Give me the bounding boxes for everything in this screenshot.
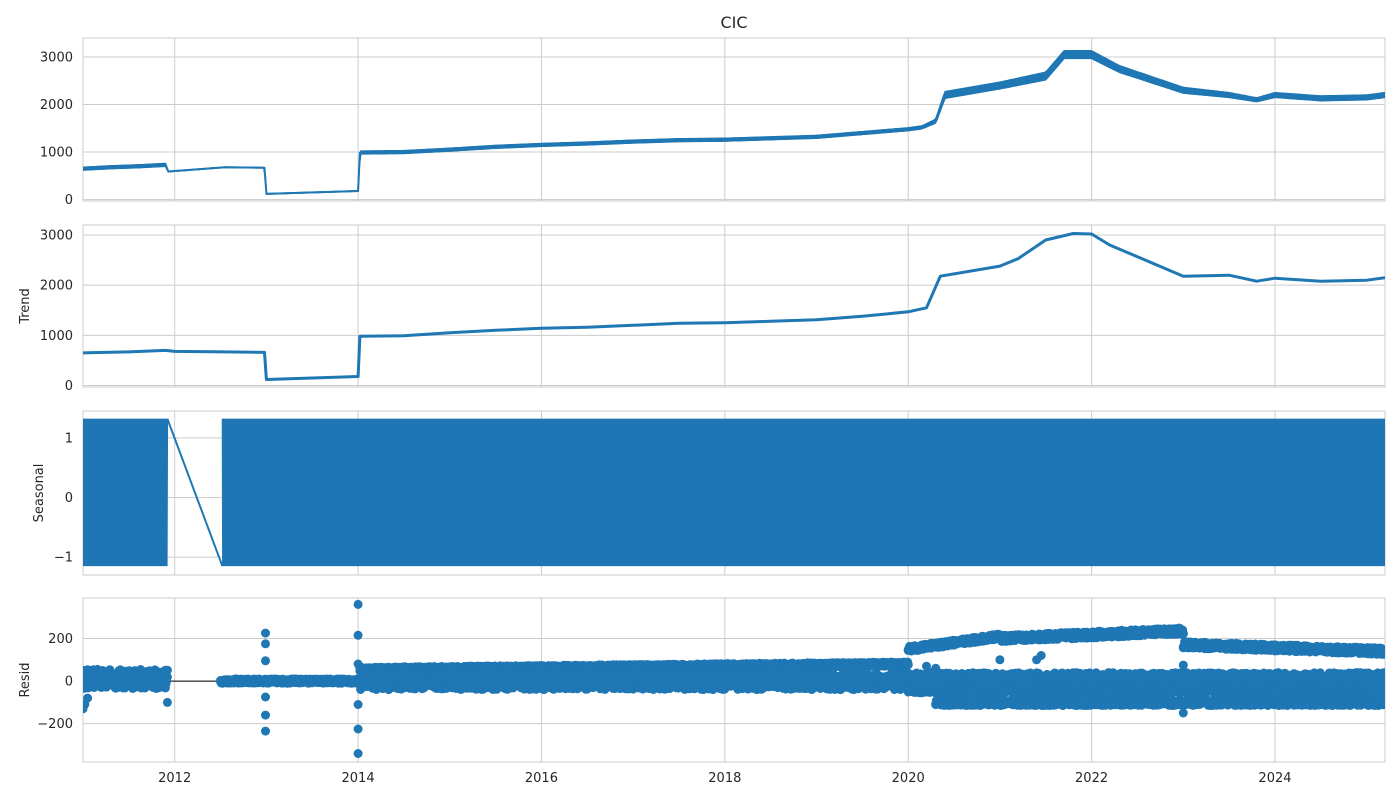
observed-band	[83, 50, 1385, 195]
y-tick-label: 0	[65, 675, 73, 690]
y-tick-label: 0	[65, 491, 73, 506]
observed-line	[83, 53, 1385, 195]
y-tick-label: 1000	[40, 146, 73, 161]
plot-area	[83, 599, 1385, 758]
y-axis-label: Seasonal	[32, 464, 47, 523]
panel-seasonal: −1 0 1 Seasonal	[32, 410, 1386, 576]
y-axis-label: Resid	[18, 662, 33, 697]
seasonal-fill	[83, 418, 168, 567]
plot-area	[83, 232, 1385, 381]
y-tick-label: 1	[65, 431, 73, 446]
resid-point	[162, 672, 172, 682]
y-tick-label: −1	[54, 551, 73, 566]
seasonal-fill	[222, 418, 1385, 567]
y-tick-label: 1000	[40, 329, 73, 344]
chart-title: CIC	[720, 13, 747, 32]
y-axis-label: Trend	[18, 288, 33, 325]
trend-line	[83, 232, 1385, 381]
axes-frame	[82, 224, 1386, 388]
y-tick-label: 3000	[40, 51, 73, 66]
axes-frame	[82, 37, 1386, 202]
seasonal-segment	[221, 418, 1385, 567]
y-tick-label: 2000	[40, 279, 73, 294]
y-tick-label: 200	[48, 632, 73, 647]
y-tick-label: 0	[65, 379, 73, 394]
y-tick-label: −200	[37, 717, 73, 732]
panel-trend: 0 1000 2000 3000 Trend	[18, 224, 1386, 394]
plot-area	[83, 50, 1385, 195]
plot-area	[83, 418, 1385, 567]
panel-observed: 0 1000 2000 3000	[40, 37, 1386, 208]
seasonal-bridge	[166, 418, 224, 567]
resid-point	[162, 665, 172, 675]
y-tick-label: 0	[65, 193, 73, 208]
resid-point	[903, 660, 913, 670]
y-tick-label: 2000	[40, 98, 73, 113]
y-tick-label: 3000	[40, 229, 73, 244]
panels-group: 01000200030000100020003000Trend−101Seaso…	[18, 37, 1386, 786]
